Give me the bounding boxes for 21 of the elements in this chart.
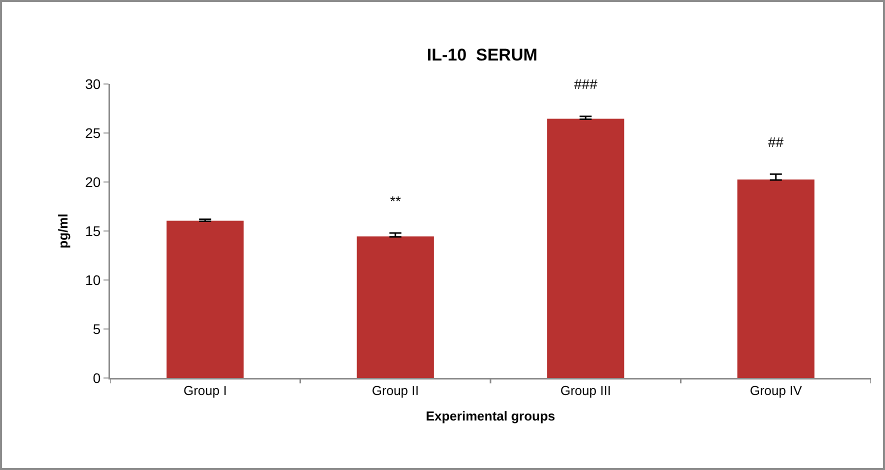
y-tick-label: 15 xyxy=(85,222,101,239)
y-tick-label: 10 xyxy=(85,272,101,288)
annotation: ** xyxy=(390,193,402,209)
annotation: ### xyxy=(574,76,598,92)
x-tick-label: Group II xyxy=(372,383,419,398)
y-axis-title: pg/ml xyxy=(55,214,70,248)
x-tick-label: Group IV xyxy=(750,383,802,398)
y-tick-label: 0 xyxy=(92,370,101,386)
x-axis-title: Experimental groups xyxy=(426,408,556,424)
bar xyxy=(166,220,244,378)
chart-title: IL-10 SERUM xyxy=(426,46,538,64)
annotation: ## xyxy=(768,134,784,150)
x-tick-label: Group I xyxy=(183,383,227,398)
y-tick-label: 5 xyxy=(92,320,101,337)
y-tick-label: 30 xyxy=(85,76,101,92)
bar xyxy=(356,236,434,378)
bar xyxy=(547,118,624,378)
y-tick-label: 25 xyxy=(85,124,101,141)
bar xyxy=(737,180,814,378)
x-tick-label: Group III xyxy=(560,383,611,398)
y-tick-label: 20 xyxy=(85,174,101,190)
